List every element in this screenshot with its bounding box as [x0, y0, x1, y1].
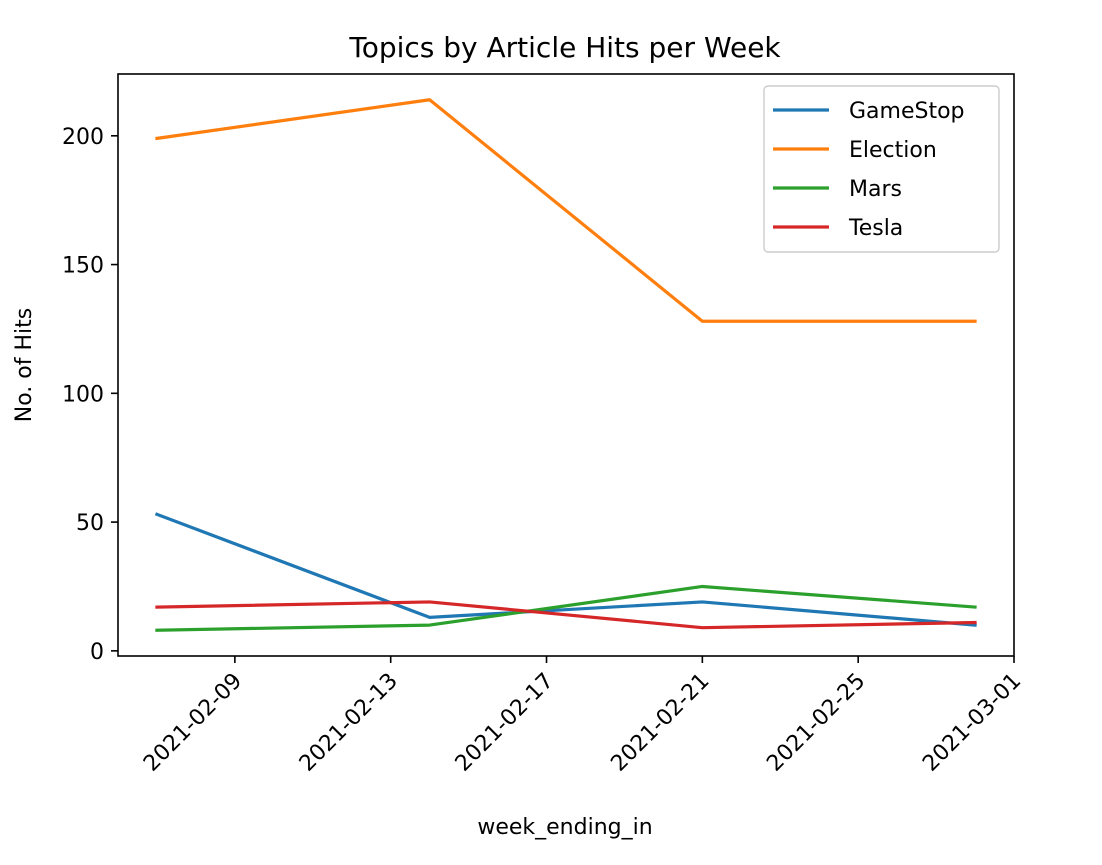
y-tick-label: 100 — [62, 382, 104, 407]
legend-label-gamestop: GameStop — [849, 99, 965, 124]
series-line-mars — [155, 584, 977, 632]
legend-frame — [763, 85, 1000, 253]
y-tick-label: 200 — [62, 125, 104, 150]
legend-label-election: Election — [849, 138, 937, 163]
series-line-tesla — [155, 600, 977, 630]
legend: GameStop Election Mars Tesla — [763, 85, 1000, 253]
y-tick-label: 50 — [76, 511, 104, 536]
y-axis-ticks: 0 50 100 150 200 — [62, 125, 118, 665]
series-line-election — [155, 98, 977, 323]
series-line-gamestop — [154, 512, 977, 627]
legend-label-tesla: Tesla — [848, 216, 903, 241]
x-axis-label: week_ending_in — [477, 815, 652, 840]
chart-title: Topics by Article Hits per Week — [348, 31, 781, 64]
plot-frame — [117, 73, 1015, 657]
y-axis-label: No. of Hits — [12, 308, 37, 422]
legend-label-mars: Mars — [849, 177, 902, 202]
y-tick-label: 150 — [62, 254, 104, 279]
y-tick-label: 0 — [90, 640, 104, 665]
series-layer — [154, 98, 977, 632]
